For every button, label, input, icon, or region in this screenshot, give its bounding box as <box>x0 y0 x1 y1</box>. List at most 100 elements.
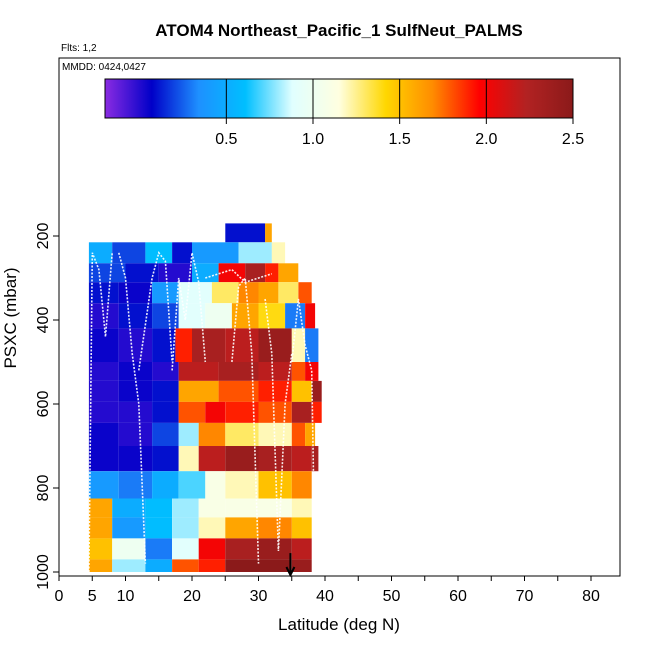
heatmap-cell <box>88 471 119 499</box>
heatmap-cell <box>291 517 312 539</box>
heatmap-cell <box>192 242 239 264</box>
heatmap-cell <box>258 559 292 572</box>
y-tick-label: 800 <box>35 475 52 502</box>
heatmap-cell <box>152 380 179 402</box>
heatmap-cell <box>271 242 286 264</box>
heatmap-cell <box>118 282 153 304</box>
heatmap-cell <box>125 263 159 283</box>
flight-track-line <box>88 252 113 573</box>
colorbar-tick-label: 1.5 <box>389 131 411 148</box>
flights-annotation: Flts: 1,2 <box>61 43 97 54</box>
heatmap-cell <box>238 242 272 264</box>
heatmap-cell <box>178 446 199 472</box>
heatmap-cell <box>258 517 292 539</box>
heatmap-cell <box>172 538 199 560</box>
x-tick-label: 20 <box>183 588 201 605</box>
heatmap-cell <box>152 422 179 446</box>
heatmap-cell <box>205 303 232 329</box>
heatmap-cell <box>258 282 279 304</box>
heatmap-cell <box>88 422 119 446</box>
heatmap-cell <box>291 380 312 402</box>
heatmap-cell <box>291 538 312 560</box>
heatmap-cell <box>245 263 266 283</box>
heatmap-cell <box>118 471 153 499</box>
x-axis: 0 5 10 20 30 40 50 60 70 80 <box>55 575 620 605</box>
heatmap-cells <box>88 223 322 572</box>
colorbar-tick-label: 2.0 <box>475 131 497 148</box>
heatmap-cell <box>152 303 179 329</box>
heatmap-cell <box>291 559 312 572</box>
y-tick-label: 600 <box>35 391 52 418</box>
heatmap-cell <box>152 362 179 381</box>
heatmap-cell <box>225 422 259 446</box>
heatmap-cell <box>225 401 259 423</box>
heatmap-cell <box>225 517 259 539</box>
heatmap-cell <box>88 362 119 381</box>
x-tick-label: 60 <box>449 588 467 605</box>
colorbar-ramp <box>104 78 574 119</box>
arrow-head <box>285 566 296 578</box>
heatmap-cell <box>291 446 312 472</box>
heatmap-cell <box>265 263 279 283</box>
heatmap-cell <box>305 422 316 446</box>
heatmap-cell <box>145 517 172 539</box>
heatmap-cell <box>291 362 306 381</box>
heatmap-cell <box>225 498 259 518</box>
heatmap-cell <box>118 446 153 472</box>
heatmap-cell <box>118 401 153 423</box>
x-tick-label: 10 <box>117 588 135 605</box>
heatmap-cell <box>152 471 179 499</box>
heatmap-cell <box>145 538 172 560</box>
x-tick-label: 50 <box>383 588 401 605</box>
heatmap-cell <box>192 328 226 362</box>
heatmap-cell <box>225 559 259 572</box>
heatmap-cell <box>278 263 299 283</box>
x-tick-label: 80 <box>582 588 600 605</box>
heatmap-cell <box>178 471 206 499</box>
heatmap-cell <box>311 446 319 472</box>
heatmap-cell <box>152 282 179 304</box>
heatmap-cell <box>211 282 239 304</box>
flight-track-line <box>171 252 207 371</box>
heatmap-cell <box>205 401 226 423</box>
heatmap-cell <box>198 446 226 472</box>
heatmap-cell <box>225 328 259 362</box>
heatmap-cell <box>152 328 176 362</box>
heatmap-cell <box>291 498 312 518</box>
heatmap-cell <box>258 401 292 423</box>
heatmap-cell <box>265 223 272 243</box>
heatmap-cell <box>198 498 226 518</box>
x-tick-label: 5 <box>88 588 97 605</box>
y-tick-label: 400 <box>35 307 52 334</box>
heatmap-cell <box>258 471 292 499</box>
heatmap-cell <box>152 446 179 472</box>
heatmap-cell <box>118 362 153 381</box>
heatmap-cell <box>305 328 319 362</box>
heatmap-cell <box>198 559 226 572</box>
heatmap-cell <box>88 380 119 402</box>
chart-title: ATOM4 Northeast_Pacific_1 SulfNeut_PALMS <box>155 21 522 40</box>
heatmap-cell <box>291 422 306 446</box>
heatmap-cell <box>175 328 192 362</box>
heatmap-cell <box>88 498 113 518</box>
heatmap-cell <box>158 263 193 283</box>
heatmap-cell <box>88 242 113 264</box>
heatmap-cell <box>145 498 172 518</box>
flight-track-line <box>231 275 260 564</box>
heatmap-cell <box>88 446 119 472</box>
heatmap-cell <box>112 559 146 572</box>
y-tick-label: 1000 <box>35 554 52 590</box>
heatmap-cell <box>258 380 292 402</box>
heatmap-cell <box>291 471 312 499</box>
heatmap-cell <box>172 517 199 539</box>
heatmap-cell <box>118 380 153 402</box>
heatmap-cell <box>172 498 199 518</box>
heatmap-cell <box>198 517 226 539</box>
x-tick-label: 0 <box>55 588 64 605</box>
x-tick-label: 70 <box>516 588 534 605</box>
heatmap-cell <box>258 303 286 329</box>
heatmap-cell <box>192 263 219 283</box>
flight-track-line <box>118 252 147 564</box>
x-axis-label: Latitude (deg N) <box>278 615 400 634</box>
heatmap-cell <box>305 303 316 329</box>
